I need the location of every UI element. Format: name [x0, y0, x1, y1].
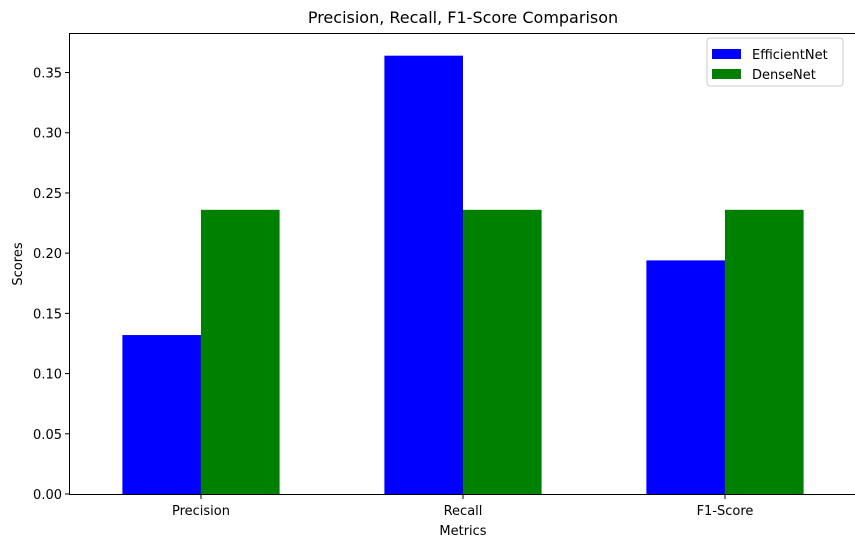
bar-efficientnet-precision [122, 335, 201, 494]
x-axis: Precision Recall F1-Score [172, 494, 753, 519]
bar-densenet-precision [201, 210, 280, 494]
y-tick-label: 0.20 [33, 247, 62, 262]
y-tick-label: 0.00 [33, 488, 62, 503]
y-tick-label: 0.35 [33, 67, 62, 82]
bars-group [122, 56, 803, 494]
y-tick-label: 0.15 [33, 307, 62, 322]
bar-efficientnet-f1-score [646, 260, 725, 494]
x-tick-label: F1-Score [697, 504, 754, 519]
y-axis: 0.00 0.05 0.10 0.15 0.20 0.25 0.30 0.35 [33, 67, 70, 503]
y-tick-label: 0.25 [33, 187, 62, 202]
bar-densenet-f1-score [725, 210, 804, 494]
bar-efficientnet-recall [384, 56, 463, 494]
y-axis-label: Scores [11, 242, 26, 285]
y-tick-label: 0.05 [33, 428, 62, 443]
legend-swatch-densenet [712, 69, 741, 79]
legend-label-densenet: DenseNet [752, 68, 816, 83]
y-tick-label: 0.30 [33, 127, 62, 142]
x-tick-label: Precision [172, 504, 230, 519]
x-tick-label: Recall [444, 504, 483, 519]
y-tick-label: 0.10 [33, 368, 62, 383]
legend-swatch-efficientnet [712, 49, 741, 59]
x-axis-label: Metrics [439, 524, 486, 539]
bar-densenet-recall [463, 210, 542, 494]
chart-title: Precision, Recall, F1-Score Comparison [308, 8, 618, 27]
legend-label-efficientnet: EfficientNet [752, 48, 828, 63]
legend: EfficientNet DenseNet [707, 38, 843, 86]
